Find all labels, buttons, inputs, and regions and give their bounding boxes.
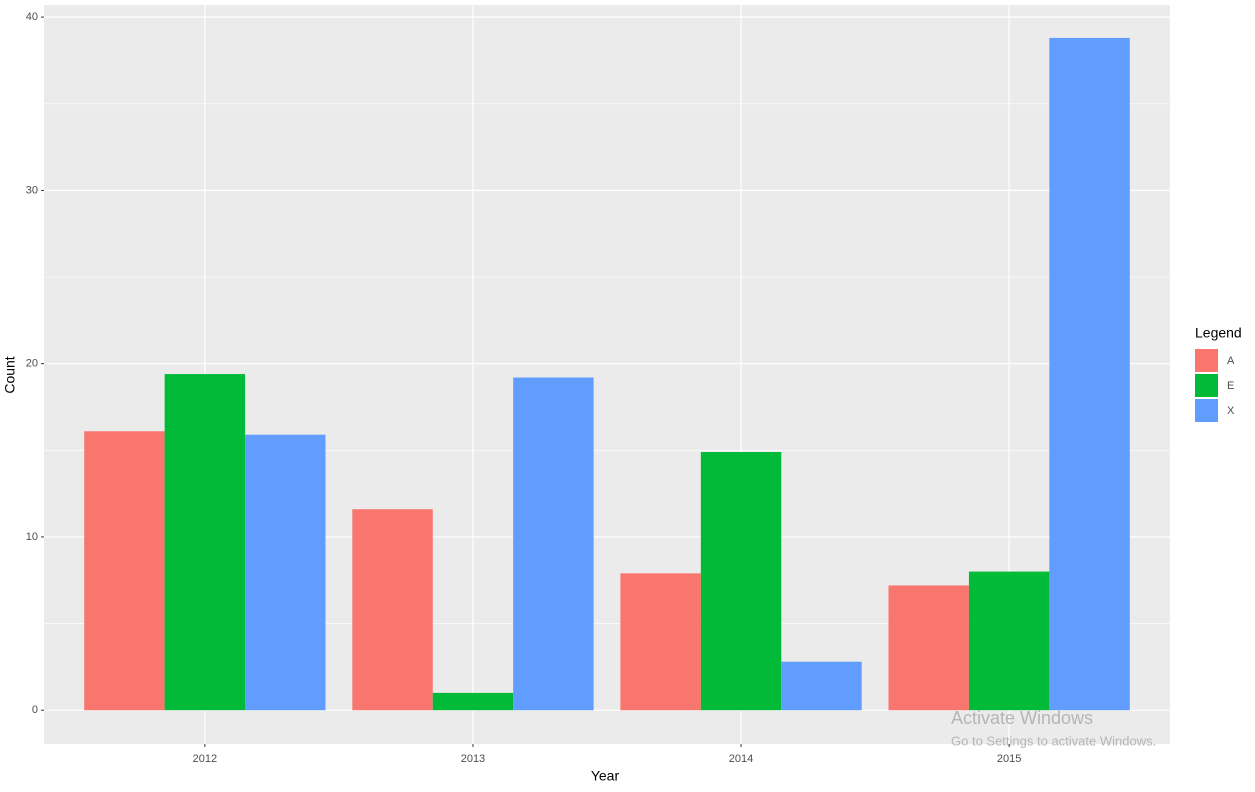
bar (620, 573, 701, 711)
y-tick-label: 40 (26, 11, 38, 23)
legend-label: E (1227, 380, 1234, 392)
bar (968, 571, 1050, 711)
bar (781, 661, 862, 711)
legend-label: A (1227, 355, 1235, 367)
x-tick-label: 2013 (461, 753, 485, 765)
bar (513, 377, 594, 711)
x-tick-label: 2012 (193, 753, 217, 765)
legend-key (1195, 374, 1218, 397)
watermark-subtitle: Go to Settings to activate Windows. (951, 733, 1156, 748)
legend-key (1195, 349, 1218, 372)
bar (352, 509, 433, 711)
bar (700, 452, 782, 711)
y-tick-label: 0 (32, 704, 38, 716)
bar (432, 692, 514, 711)
bar (1049, 37, 1130, 711)
legend-title: Legend (1195, 325, 1242, 341)
y-tick-label: 30 (26, 184, 38, 196)
bar (164, 374, 246, 711)
legend-key (1195, 399, 1218, 422)
bars (84, 37, 1130, 711)
y-axis-title: Count (2, 356, 18, 393)
x-axis-title: Year (591, 768, 620, 784)
watermark-title: Activate Windows (951, 708, 1093, 728)
x-tick-label: 2014 (729, 753, 753, 765)
y-tick-label: 20 (26, 358, 38, 370)
bar (888, 585, 969, 711)
bar (84, 431, 165, 711)
legend-label: X (1227, 405, 1235, 417)
y-tick-label: 10 (26, 531, 38, 543)
bar (245, 434, 326, 711)
x-tick-label: 2015 (997, 753, 1021, 765)
